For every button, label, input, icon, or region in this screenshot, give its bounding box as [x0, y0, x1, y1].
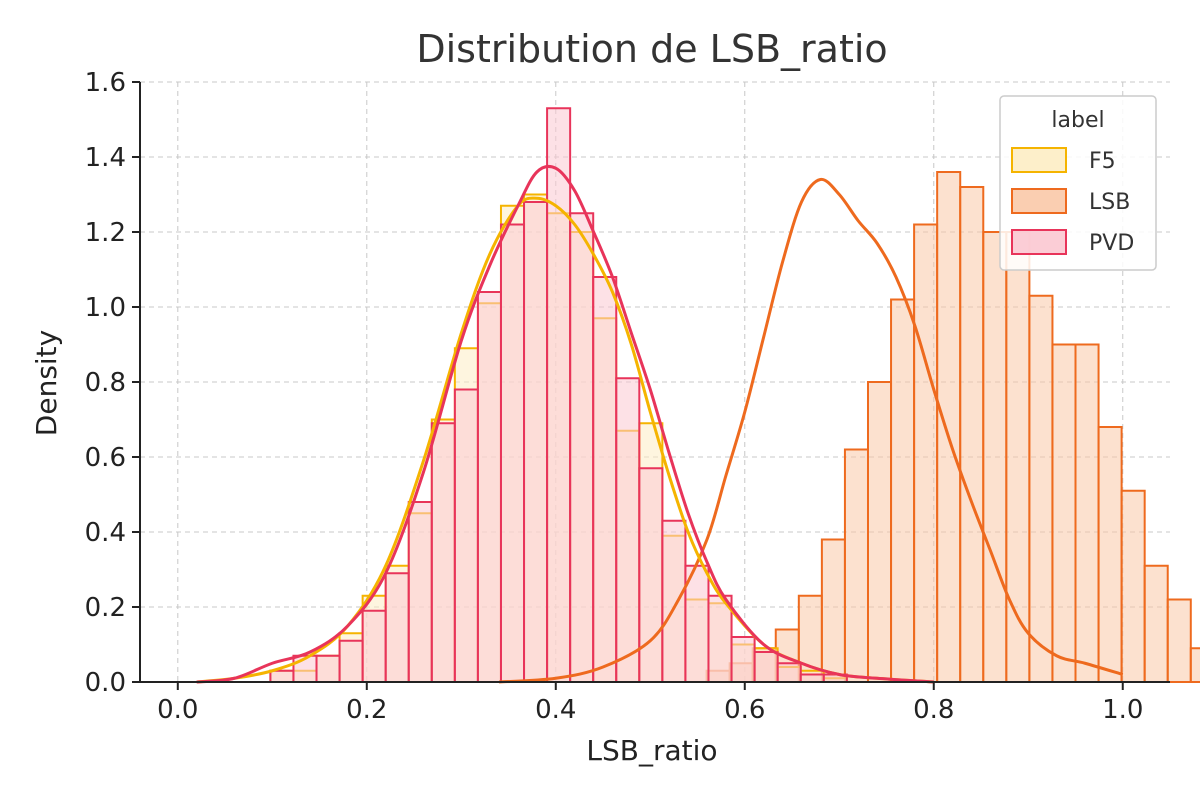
series-lsb-bars — [705, 171, 1200, 683]
kde-line-pvd — [196, 164, 934, 684]
legend-title: label — [1051, 108, 1104, 133]
y-axis-label: Density — [30, 330, 63, 436]
legend-label-f5: F5 — [1089, 149, 1116, 174]
histogram-bar — [913, 223, 939, 683]
histogram-bar — [523, 201, 549, 683]
histogram-bar — [384, 572, 410, 683]
histogram-bar — [959, 186, 985, 683]
histogram-bar — [1051, 343, 1077, 683]
histogram-bar — [1028, 294, 1054, 683]
legend-label-lsb: LSB — [1089, 190, 1130, 215]
histogram-bar — [866, 381, 893, 683]
histogram-bar — [730, 636, 756, 683]
histogram-bar — [890, 298, 916, 683]
legend-swatch-pvd — [1011, 229, 1067, 255]
histogram-bar — [982, 231, 1008, 683]
histogram-bar — [1120, 489, 1146, 683]
x-tick-label: 0.2 — [346, 695, 387, 725]
histogram-bar — [1097, 426, 1123, 683]
legend-swatch-lsb — [1011, 188, 1067, 214]
legend-label-pvd: PVD — [1089, 231, 1134, 256]
histogram-bar — [338, 639, 364, 683]
histogram-bar — [936, 171, 962, 683]
histogram-bar — [476, 291, 502, 683]
y-tick-label: 1.4 — [85, 143, 126, 173]
x-tick-label: 1.0 — [1102, 695, 1143, 725]
histogram-bars — [269, 107, 1200, 683]
histogram-bar — [430, 422, 456, 683]
histogram-bar — [453, 388, 479, 683]
histogram-bar — [1074, 343, 1100, 683]
histogram-bar — [546, 107, 572, 683]
x-tick-label: 0.6 — [724, 695, 765, 725]
histogram-bar — [843, 448, 869, 683]
y-tick-label: 1.2 — [85, 218, 126, 248]
x-tick-label: 0.8 — [913, 695, 954, 725]
legend-box — [999, 95, 1157, 271]
histogram-bar — [361, 609, 387, 683]
x-tick-label: 0.4 — [535, 695, 576, 725]
histogram-bar — [499, 223, 526, 683]
histogram-bar — [269, 669, 295, 683]
y-tick-label: 0.2 — [85, 593, 126, 623]
y-tick-label: 0.0 — [85, 668, 126, 698]
histogram-bar — [753, 651, 779, 683]
histogram-bar — [820, 538, 846, 683]
histogram-bar — [1166, 598, 1192, 683]
histogram-bar — [1189, 647, 1200, 683]
y-tick-label: 0.4 — [85, 518, 126, 548]
histogram-bar — [315, 654, 341, 683]
histogram-bar — [615, 377, 641, 683]
tick-labels: 0.0 0.2 0.4 0.6 0.8 1.0 0.0 0.2 0.4 0.6 0.8 1.0 1.2 1… — [85, 68, 1144, 725]
legend: label F5 LSB PVD — [999, 95, 1157, 271]
histogram-bar — [661, 519, 687, 683]
histogram-bar — [638, 467, 664, 683]
y-tick-label: 1.0 — [85, 293, 126, 323]
histogram-bar — [799, 673, 825, 683]
histogram-bar — [707, 594, 733, 683]
histogram-bar — [407, 501, 433, 683]
histogram-bar — [569, 212, 595, 683]
y-tick-label: 1.6 — [85, 68, 126, 98]
x-axis-label: LSB_ratio — [586, 734, 717, 767]
legend-swatch-f5 — [1011, 147, 1067, 173]
axes — [132, 81, 1170, 690]
series-pvd-bars — [269, 107, 848, 683]
y-tick-label: 0.6 — [85, 443, 126, 473]
chart-title: Distribution de LSB_ratio — [416, 27, 887, 71]
x-tick-label: 0.0 — [157, 695, 198, 725]
histogram-bar — [776, 662, 802, 683]
histogram-bar — [592, 276, 618, 683]
y-tick-label: 0.8 — [85, 368, 126, 398]
kde-curves — [196, 164, 1124, 684]
histogram-bar — [1143, 564, 1169, 683]
kde-line-lsb — [498, 177, 1124, 684]
